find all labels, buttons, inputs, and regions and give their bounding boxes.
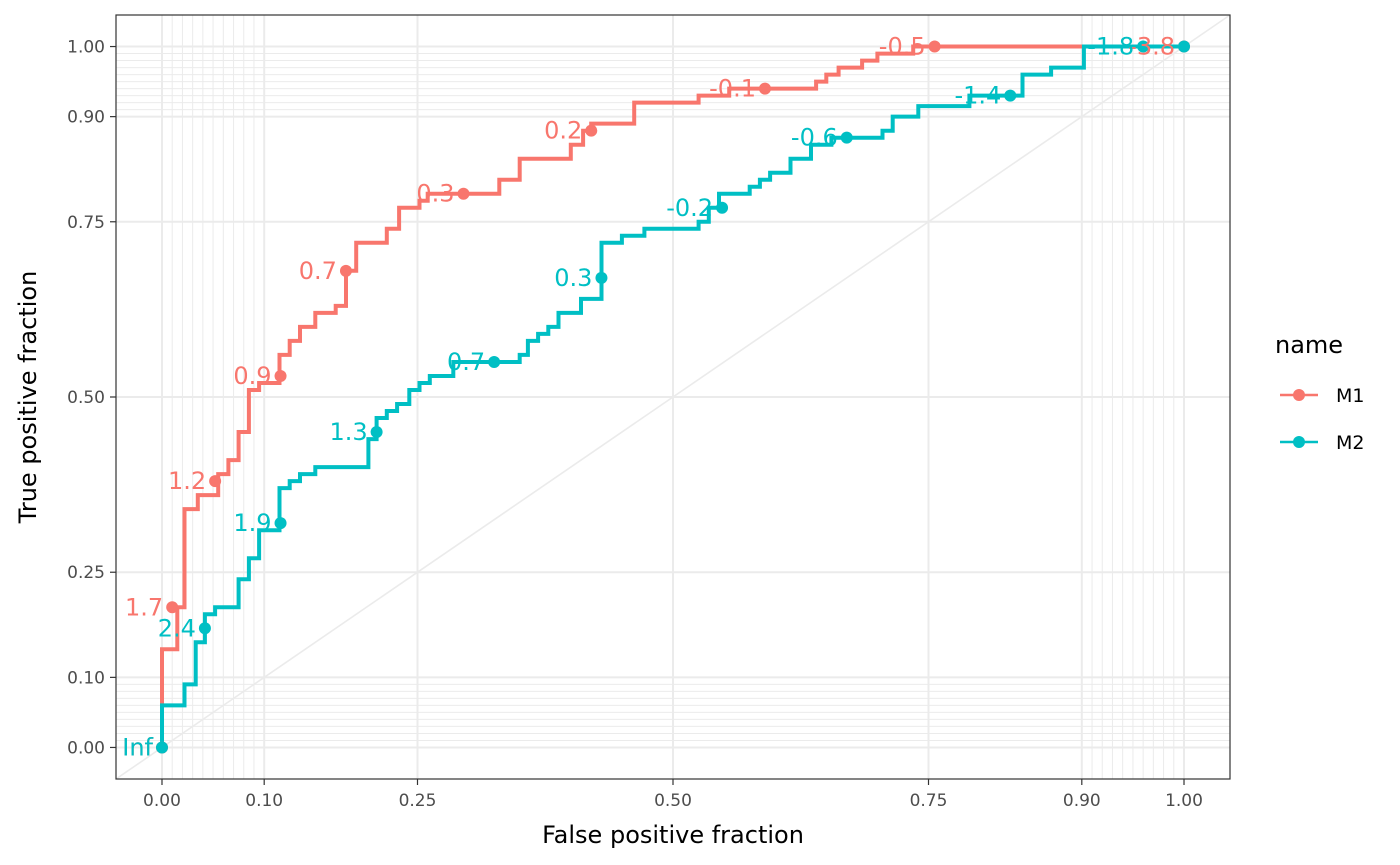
- cutoff-point-m2: [840, 131, 853, 144]
- cutoff-label-m1: 1.2: [168, 467, 206, 495]
- y-tick-label: 0.90: [67, 108, 105, 128]
- cutoff-point-m2: [1137, 40, 1150, 53]
- y-tick-label: 0.10: [67, 668, 105, 688]
- cutoff-point-m2: [1178, 40, 1191, 53]
- x-axis-ticks: 0.00 0.10 0.25 0.50 0.75 0.90 1.00: [143, 779, 1203, 811]
- y-axis-title: True positive fraction: [14, 271, 42, 525]
- cutoff-label-m2: 1.3: [329, 418, 367, 446]
- x-tick-label: 0.75: [910, 791, 948, 811]
- cutoff-label-m1: -3.8: [1128, 33, 1175, 61]
- cutoff-point-m1: [928, 40, 941, 53]
- y-tick-label: 1.00: [67, 38, 105, 58]
- reference-diagonal-line: [115, 14, 1231, 780]
- legend-label: M1: [1336, 385, 1364, 407]
- cutoff-point-m1: [457, 187, 470, 200]
- cutoff-point-m2: [155, 741, 168, 754]
- roc-curve-m1: [160, 44, 1184, 748]
- cutoff-point-m2: [198, 622, 211, 635]
- y-tick-label: 0.50: [67, 388, 105, 408]
- y-tick-label: 0.00: [67, 738, 105, 758]
- cutoff-label-m1: 0.7: [299, 257, 337, 285]
- cutoff-label-m1: 0.2: [544, 117, 582, 145]
- cutoff-label-m2: -0.6: [791, 124, 838, 152]
- cutoff-label-m2: -1.8: [1087, 33, 1134, 61]
- legend-key-point: [1293, 436, 1305, 448]
- roc-curve-m2: [160, 44, 1184, 748]
- cutoff-label-m1: -0.1: [709, 75, 756, 103]
- series-points: [155, 40, 1191, 754]
- cutoff-point-m1: [758, 82, 771, 95]
- x-tick-label: 0.25: [399, 791, 437, 811]
- series-lines: [160, 44, 1184, 748]
- major-grid: [116, 15, 1230, 779]
- x-tick-label: 0.50: [654, 791, 692, 811]
- cutoff-point-m2: [1004, 89, 1017, 102]
- cutoff-point-m2: [595, 271, 608, 284]
- y-tick-label: 0.75: [67, 213, 105, 233]
- x-tick-label: 1.00: [1165, 791, 1203, 811]
- x-tick-label: 0.90: [1063, 791, 1101, 811]
- cutoff-point-m1: [166, 601, 179, 614]
- y-tick-label: 0.25: [67, 563, 105, 583]
- cutoff-label-m1: 0.3: [416, 180, 454, 208]
- legend: name M1 M2: [1275, 331, 1364, 454]
- cutoff-label-m2: 1.9: [233, 509, 271, 537]
- cutoff-point-m2: [488, 355, 501, 368]
- cutoff-point-m1: [274, 369, 287, 382]
- cutoff-label-m1: 1.7: [125, 593, 163, 621]
- cutoff-label-m2: -1.4: [954, 82, 1001, 110]
- cutoff-label-m2: 0.7: [447, 348, 485, 376]
- cutoff-point-m2: [370, 426, 383, 439]
- x-tick-label: 0.10: [245, 791, 283, 811]
- cutoff-point-m2: [716, 201, 729, 214]
- legend-title: name: [1275, 331, 1343, 359]
- x-tick-label: 0.00: [143, 791, 181, 811]
- cutoff-label-m1: -0.5: [879, 33, 926, 61]
- x-axis-title: False positive fraction: [542, 821, 804, 849]
- cutoff-point-m2: [274, 517, 287, 530]
- cutoff-label-m1: 0.9: [233, 362, 271, 390]
- legend-label: M2: [1336, 432, 1364, 454]
- y-axis-ticks: 0.00 0.10 0.25 0.50 0.75 0.90 1.00: [67, 38, 116, 758]
- legend-key-point: [1293, 389, 1305, 401]
- cutoff-label-m2: Inf: [122, 733, 153, 761]
- cutoff-label-m2: 2.4: [158, 614, 196, 642]
- cutoff-label-m2: 0.3: [554, 264, 592, 292]
- cutoff-label-m2: -0.2: [666, 194, 713, 222]
- cutoff-label-m1: Inf: [122, 733, 153, 761]
- legend-items: M1 M2: [1280, 385, 1364, 454]
- cutoff-point-m1: [339, 264, 352, 277]
- cutoff-point-m1: [209, 475, 222, 488]
- cutoff-point-m1: [585, 124, 598, 137]
